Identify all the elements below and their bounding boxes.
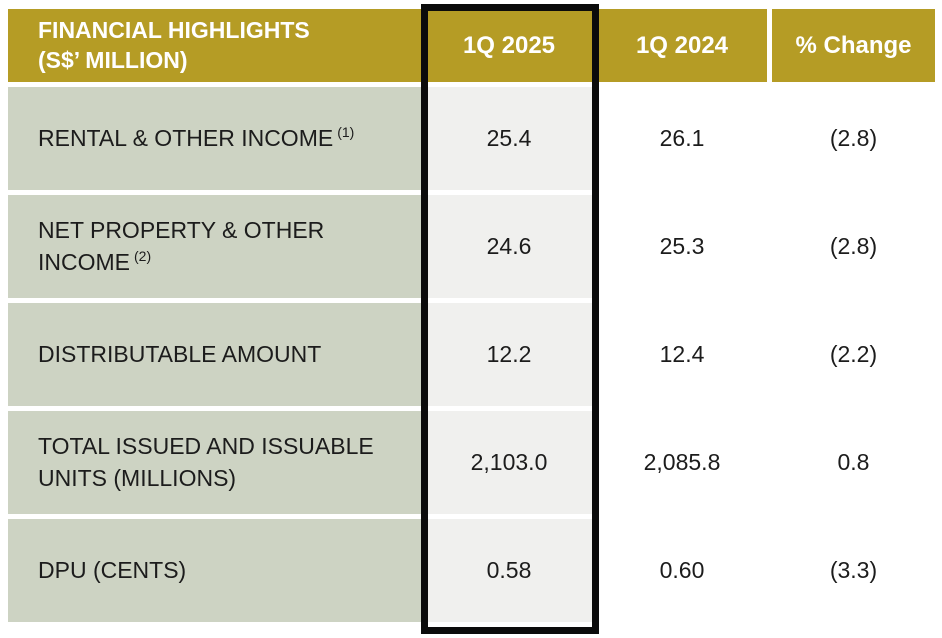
row-label-text: DISTRIBUTABLE AMOUNT — [38, 340, 322, 367]
table: FINANCIAL HIGHLIGHTS (S$’ MILLION) 1Q 20… — [3, 4, 940, 627]
value-1q2024: 26.1 — [659, 125, 705, 151]
table-row-rental-other-income: RENTAL & OTHER INCOME (1) 25.4 26.1 (2.8) — [8, 87, 935, 190]
value-1q2025: 0.58 — [426, 519, 592, 622]
row-label-cell: TOTAL ISSUED AND ISSUABLE UNITS (MILLION… — [8, 411, 421, 514]
row-label-cell: DPU (CENTS) — [8, 519, 421, 622]
row-label: NET PROPERTY & OTHER INCOME (2) — [38, 215, 383, 277]
value-1q2025: 24.6 — [426, 195, 592, 298]
value-percent-change: (2.8) — [829, 233, 878, 259]
table-row-net-property-income: NET PROPERTY & OTHER INCOME (2) 24.6 25.3… — [8, 195, 935, 298]
value-1q2024: 25.3 — [659, 233, 705, 259]
header-cell-title: FINANCIAL HIGHLIGHTS (S$’ MILLION) — [8, 9, 421, 82]
value-1q2025: 12.2 — [426, 303, 592, 406]
value-1q2025: 2,103.0 — [426, 411, 592, 514]
table-row-distributable-amount: DISTRIBUTABLE AMOUNT 12.2 12.4 (2.2) — [8, 303, 935, 406]
value-1q2025: 25.4 — [426, 87, 592, 190]
row-label-cell: RENTAL & OTHER INCOME (1) — [8, 87, 421, 190]
value-percent-change: (2.2) — [829, 341, 878, 367]
row-label-text: TOTAL ISSUED AND ISSUABLE UNITS (MILLION… — [38, 433, 374, 491]
row-label: RENTAL & OTHER INCOME (1) — [38, 123, 354, 154]
row-label: TOTAL ISSUED AND ISSUABLE UNITS (MILLION… — [38, 431, 383, 493]
row-label-cell: NET PROPERTY & OTHER INCOME (2) — [8, 195, 421, 298]
value-percent-change: 0.8 — [837, 449, 870, 475]
footnote-marker: (2) — [134, 247, 152, 264]
value-percent-change: (2.8) — [829, 125, 878, 151]
row-label: DISTRIBUTABLE AMOUNT — [38, 339, 325, 370]
row-label-text: DPU (CENTS) — [38, 556, 187, 583]
value-1q2024: 0.60 — [659, 557, 705, 583]
header-cell-1q2025: 1Q 2025 — [426, 9, 592, 82]
header-cell-percent-change: % Change — [772, 9, 935, 82]
row-label-cell: DISTRIBUTABLE AMOUNT — [8, 303, 421, 406]
value-1q2024: 2,085.8 — [643, 449, 721, 475]
value-percent-change: (3.3) — [829, 557, 878, 583]
footnote-marker: (1) — [337, 124, 355, 141]
value-1q2024: 12.4 — [659, 341, 705, 367]
financial-highlights-table: FINANCIAL HIGHLIGHTS (S$’ MILLION) 1Q 20… — [3, 4, 940, 634]
table-row-total-units: TOTAL ISSUED AND ISSUABLE UNITS (MILLION… — [8, 411, 935, 514]
row-label-text: NET PROPERTY & OTHER INCOME — [38, 217, 325, 275]
row-label-text: RENTAL & OTHER INCOME — [38, 124, 334, 151]
table-row-dpu: DPU (CENTS) 0.58 0.60 (3.3) — [8, 519, 935, 622]
row-label: DPU (CENTS) — [38, 555, 190, 586]
table-header-row: FINANCIAL HIGHLIGHTS (S$’ MILLION) 1Q 20… — [8, 9, 935, 82]
header-cell-1q2024: 1Q 2024 — [597, 9, 767, 82]
